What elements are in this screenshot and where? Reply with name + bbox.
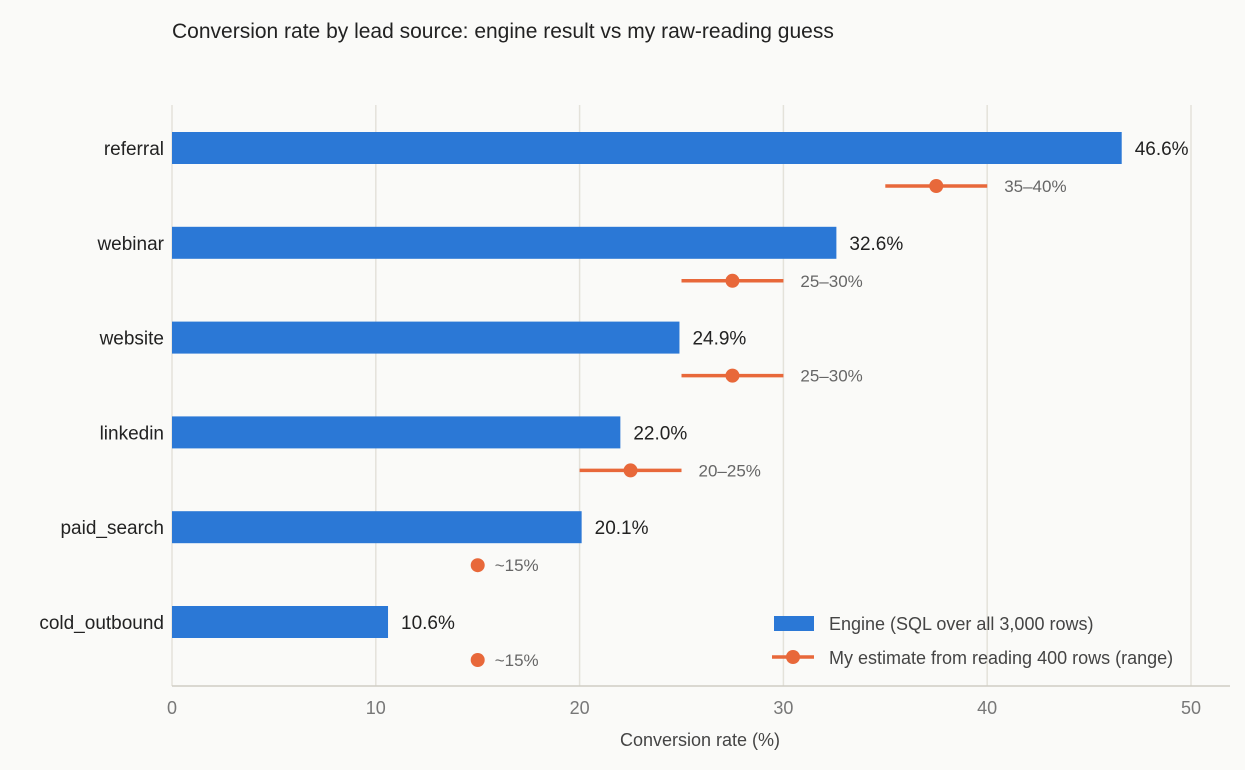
estimate-point xyxy=(725,368,740,383)
x-tick-label: 20 xyxy=(570,698,590,718)
legend-label-estimate: My estimate from reading 400 rows (range… xyxy=(829,648,1173,668)
bar-engine xyxy=(172,132,1122,164)
estimate-label: 20–25% xyxy=(699,461,761,480)
estimate-point xyxy=(929,179,944,193)
chart-title: Conversion rate by lead source: engine r… xyxy=(172,20,834,43)
legend-label-engine: Engine (SQL over all 3,000 rows) xyxy=(829,614,1093,634)
y-tick-label: paid_search xyxy=(60,518,164,539)
bars-layer: 46.6% 32.6% 24.9% 22.0% 20.1% 10.6% xyxy=(172,132,1189,638)
estimate-layer: 35–40% 25–30% 25–30% 20–25% ~15% ~15% xyxy=(470,177,1067,670)
x-tick-label: 0 xyxy=(167,698,177,718)
bar-value-label: 46.6% xyxy=(1135,139,1189,160)
y-tick-label: linkedin xyxy=(100,423,164,444)
bar-value-label: 10.6% xyxy=(401,613,455,634)
y-tick-label: webinar xyxy=(96,234,164,255)
estimate-point xyxy=(725,273,740,288)
x-tick-label: 30 xyxy=(773,698,793,718)
bar-engine xyxy=(172,321,680,354)
estimate-label: 35–40% xyxy=(1004,177,1066,196)
legend-marker-estimate xyxy=(786,650,800,664)
y-tick-label: cold_outbound xyxy=(39,613,164,634)
legend: Engine (SQL over all 3,000 rows) My esti… xyxy=(772,614,1173,668)
y-tick-label: referral xyxy=(104,139,164,160)
bar-value-label: 24.9% xyxy=(692,329,746,350)
axis-layer: 0 10 20 30 40 50 referral webinar website linkedi… xyxy=(39,139,1230,718)
legend-swatch-engine xyxy=(774,616,814,631)
grid-layer xyxy=(171,105,1192,686)
estimate-label: ~15% xyxy=(495,651,539,670)
bar-engine xyxy=(172,226,837,259)
estimate-label: 25–30% xyxy=(800,367,862,386)
bar-engine xyxy=(172,606,389,638)
x-tick-label: 40 xyxy=(977,698,997,718)
bar-value-label: 32.6% xyxy=(849,234,903,255)
estimate-label: 25–30% xyxy=(800,272,862,291)
bar-engine xyxy=(172,416,621,449)
estimate-point xyxy=(623,463,638,478)
estimate-point xyxy=(470,558,485,573)
bar-value-label: 20.1% xyxy=(595,518,649,539)
x-tick-label: 10 xyxy=(366,698,386,718)
x-axis-label: Conversion rate (%) xyxy=(620,730,780,750)
estimate-point xyxy=(470,653,485,667)
estimate-label: ~15% xyxy=(495,556,539,575)
bar-value-label: 22.0% xyxy=(633,423,687,444)
x-tick-label: 50 xyxy=(1181,698,1201,718)
y-tick-label: website xyxy=(99,329,164,350)
bar-engine xyxy=(172,511,582,544)
